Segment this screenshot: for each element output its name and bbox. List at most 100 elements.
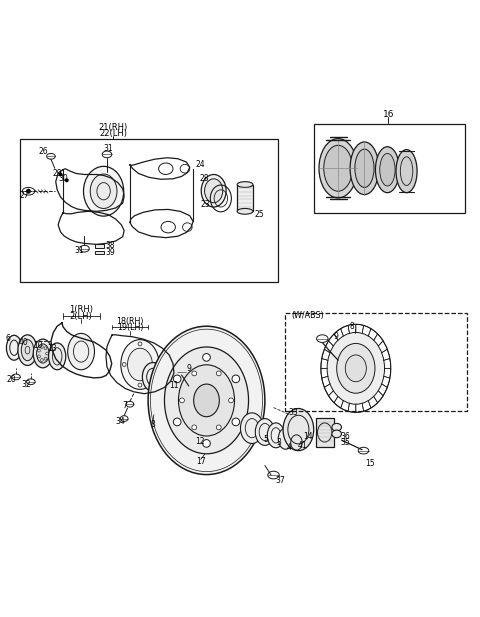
Ellipse shape <box>324 145 352 191</box>
Ellipse shape <box>121 339 159 389</box>
Ellipse shape <box>90 174 117 209</box>
Ellipse shape <box>336 344 375 393</box>
Ellipse shape <box>232 418 240 426</box>
Ellipse shape <box>380 154 395 186</box>
Text: 18(RH): 18(RH) <box>116 317 144 326</box>
Text: 37: 37 <box>275 476 285 486</box>
Ellipse shape <box>59 173 62 176</box>
Text: 16: 16 <box>383 110 394 118</box>
Bar <box>95 244 104 247</box>
Text: 15: 15 <box>365 458 375 468</box>
Text: 23: 23 <box>201 200 210 209</box>
Text: 12: 12 <box>195 437 204 446</box>
Text: 4: 4 <box>287 443 292 452</box>
Ellipse shape <box>327 333 384 404</box>
Text: 19(LH): 19(LH) <box>117 323 143 332</box>
Ellipse shape <box>350 142 379 194</box>
Ellipse shape <box>65 178 69 182</box>
Text: 40: 40 <box>19 337 29 347</box>
Ellipse shape <box>375 147 399 193</box>
Text: 8: 8 <box>349 322 354 331</box>
Ellipse shape <box>33 339 52 368</box>
Ellipse shape <box>21 339 34 361</box>
Ellipse shape <box>158 369 176 392</box>
Ellipse shape <box>36 344 49 363</box>
Ellipse shape <box>228 398 233 403</box>
Ellipse shape <box>203 354 210 361</box>
Ellipse shape <box>179 365 235 436</box>
Ellipse shape <box>278 428 293 449</box>
Text: 10: 10 <box>33 341 42 350</box>
Ellipse shape <box>68 333 95 370</box>
Ellipse shape <box>396 149 417 193</box>
Ellipse shape <box>6 335 22 360</box>
Ellipse shape <box>240 413 264 444</box>
Text: 34: 34 <box>116 417 125 426</box>
Text: 21(RH): 21(RH) <box>98 123 128 132</box>
Ellipse shape <box>332 423 341 431</box>
Text: 9: 9 <box>186 364 191 373</box>
Ellipse shape <box>173 375 181 383</box>
Ellipse shape <box>216 425 221 430</box>
Bar <box>237 184 253 212</box>
Text: (W/ABS): (W/ABS) <box>292 311 324 320</box>
Text: 28: 28 <box>200 174 209 183</box>
Ellipse shape <box>255 418 275 445</box>
Text: 20: 20 <box>7 375 16 384</box>
Ellipse shape <box>201 175 226 207</box>
Text: 30: 30 <box>59 174 68 183</box>
Ellipse shape <box>203 439 210 447</box>
Text: 13: 13 <box>48 344 57 353</box>
Text: 31: 31 <box>75 246 84 255</box>
Bar <box>20 139 278 282</box>
Ellipse shape <box>165 347 249 454</box>
Ellipse shape <box>143 363 163 391</box>
Text: 14: 14 <box>303 433 313 441</box>
Ellipse shape <box>237 181 253 188</box>
Text: 29: 29 <box>52 168 62 178</box>
Text: 5: 5 <box>263 434 268 444</box>
Ellipse shape <box>204 179 223 203</box>
Ellipse shape <box>84 167 124 216</box>
Text: 6: 6 <box>5 334 11 342</box>
Ellipse shape <box>173 418 181 426</box>
Text: 17: 17 <box>196 457 205 466</box>
Text: 7: 7 <box>123 401 128 410</box>
Ellipse shape <box>128 348 153 381</box>
Text: 11: 11 <box>169 381 179 389</box>
Ellipse shape <box>319 139 357 198</box>
Text: 41: 41 <box>298 441 308 450</box>
Text: 22(LH): 22(LH) <box>99 129 127 138</box>
Ellipse shape <box>332 430 341 437</box>
Text: 9: 9 <box>333 332 338 341</box>
Bar <box>286 313 468 412</box>
Ellipse shape <box>267 423 285 448</box>
Text: 39: 39 <box>105 248 115 257</box>
Ellipse shape <box>345 355 366 382</box>
Text: 8: 8 <box>150 420 155 429</box>
Text: 35: 35 <box>340 438 350 447</box>
Text: 2(LH): 2(LH) <box>70 312 93 321</box>
Ellipse shape <box>180 398 184 403</box>
Ellipse shape <box>283 408 314 450</box>
Ellipse shape <box>148 326 265 474</box>
Ellipse shape <box>48 343 66 370</box>
Ellipse shape <box>192 371 197 376</box>
Bar <box>95 251 104 254</box>
Ellipse shape <box>193 384 219 416</box>
Text: 24: 24 <box>196 160 205 170</box>
Ellipse shape <box>355 149 374 188</box>
Ellipse shape <box>232 375 240 383</box>
Ellipse shape <box>237 209 253 214</box>
Ellipse shape <box>216 371 221 376</box>
Text: 31: 31 <box>104 144 113 153</box>
Text: 3: 3 <box>276 438 281 447</box>
Text: 33: 33 <box>289 408 299 417</box>
Text: 26: 26 <box>39 147 48 157</box>
Text: 32: 32 <box>22 379 31 389</box>
Text: 27: 27 <box>20 191 29 200</box>
Text: 38: 38 <box>105 241 115 251</box>
Text: 25: 25 <box>254 210 264 218</box>
Ellipse shape <box>18 335 37 365</box>
Bar <box>316 418 334 447</box>
